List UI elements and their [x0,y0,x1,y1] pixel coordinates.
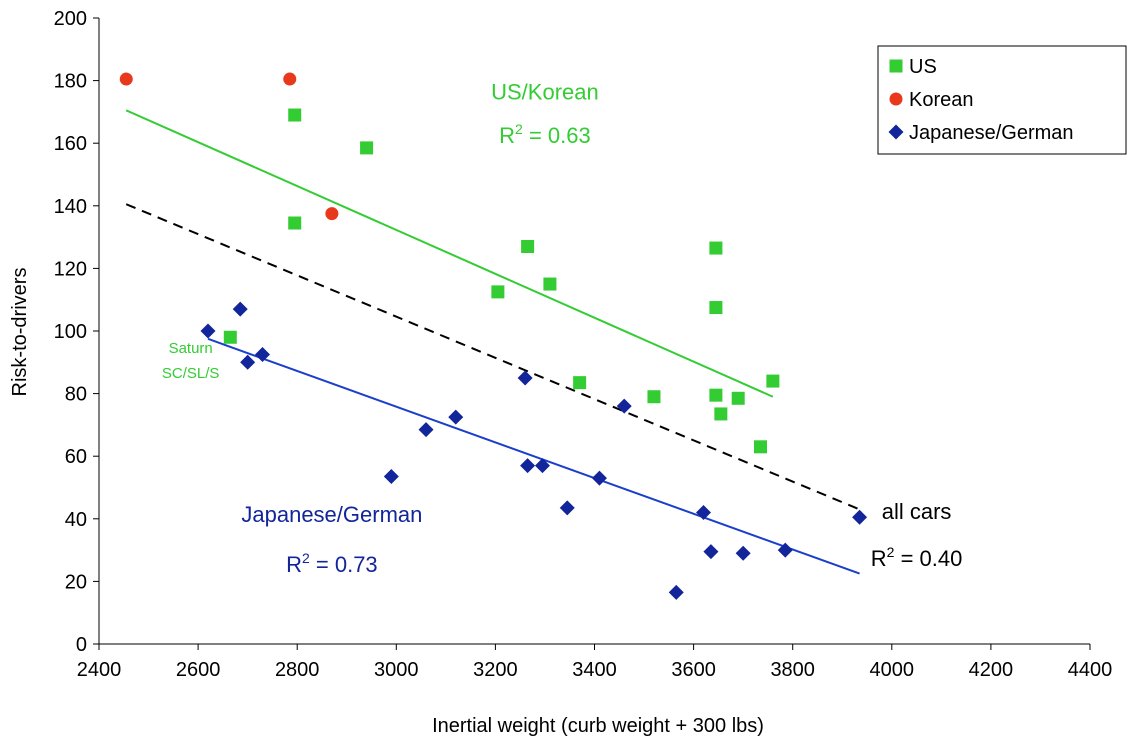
point-japanese-german [591,470,607,486]
point-us [714,407,728,421]
point-us [709,301,723,315]
point-us [709,388,723,402]
y-tick-label: 200 [54,8,87,30]
axes: 0 20 40 60 80 100 120 140 160 180 200 2400 2600 2800 3… [54,8,1113,681]
point-us [573,376,587,390]
point-us [288,216,302,230]
y-tick-label: 80 [65,384,87,406]
point-korean [283,72,297,86]
point-us [491,285,505,299]
point-japanese-german [559,500,575,516]
annotation-us-korean-title: US/Korean [491,79,599,104]
point-japanese-german [517,370,533,386]
point-japanese-german [668,584,684,600]
x-tick-label: 3000 [374,659,419,681]
legend-label-korean: Korean [909,89,974,111]
point-japanese-german [448,409,464,425]
point-us [521,239,535,253]
point-us [709,241,723,255]
point-us [766,374,780,388]
point-japanese-german [418,422,434,438]
y-tick-label: 40 [65,509,87,531]
x-tick-label: 3200 [473,659,518,681]
point-us [731,391,745,405]
x-tick-label: 2800 [275,659,320,681]
y-tick-label: 120 [54,258,87,280]
annotation-saturn-line2: SC/SL/S [162,365,220,382]
y-tick-label: 180 [54,71,87,93]
x-tick-label: 4000 [870,659,915,681]
point-japanese-german [852,509,868,525]
y-tick-label: 60 [65,446,87,468]
x-tick-label: 2400 [77,659,122,681]
trendline-us-korean [125,109,774,398]
point-japanese-german [703,544,719,560]
point-japanese-german [696,505,712,521]
y-tick-label: 100 [54,321,87,343]
point-us [360,141,374,155]
legend-box [877,45,1127,155]
annotation-us-korean-r2: R2 = 0.63 [499,121,591,148]
annotation-all-cars-title: all cars [882,499,952,524]
x-tick-label: 3400 [572,659,617,681]
point-japanese-german [383,469,399,485]
legend-marker-us [889,59,903,73]
point-japanese-german [534,458,550,474]
y-tick-label: 20 [65,571,87,593]
annotation-japanese-german-r2: R2 = 0.73 [286,550,378,577]
legend-label-japanese-german: Japanese/German [909,122,1074,144]
y-axis-label: Risk-to-drivers [9,268,31,397]
point-korean [325,207,339,221]
point-japanese-german [255,346,271,362]
x-tick-label: 3600 [671,659,716,681]
y-tick-label: 0 [76,634,87,656]
data-points [119,72,868,600]
point-japanese-german [616,398,632,414]
x-tick-label: 2600 [176,659,221,681]
annotation-saturn-line1: Saturn [169,340,213,357]
point-us [753,440,767,454]
x-axis-label: Inertial weight (curb weight + 300 lbs) [432,715,764,737]
point-japanese-german [520,458,536,474]
y-tick-label: 160 [54,133,87,155]
x-tick-label: 4400 [1068,659,1113,681]
point-japanese-german [240,354,256,370]
legend-marker-japanese-german [888,124,904,140]
y-tick-label: 140 [54,196,87,218]
point-japanese-german [232,301,248,317]
trendline-all-cars [125,203,860,511]
point-korean [119,72,133,86]
point-us [223,330,237,344]
point-us [288,108,302,122]
point-us [543,277,557,291]
point-japanese-german [777,542,793,558]
trendline-japanese-german [207,337,860,575]
x-tick-label: 3800 [770,659,815,681]
annotation-japanese-german-title: Japanese/German [241,502,422,527]
legend-label-us: US [909,56,937,78]
point-japanese-german [735,545,751,561]
legend-marker-korean [889,92,903,106]
annotation-all-cars-r2: R2 = 0.40 [871,544,963,571]
x-tick-label: 4200 [969,659,1014,681]
point-japanese-german [200,323,216,339]
point-us [647,390,661,404]
trendlines [125,109,860,575]
annotations: US/Korean R2 = 0.63 Saturn SC/SL/S Japanese/… [162,79,962,577]
legend: US Korean Japanese/German [877,45,1127,155]
